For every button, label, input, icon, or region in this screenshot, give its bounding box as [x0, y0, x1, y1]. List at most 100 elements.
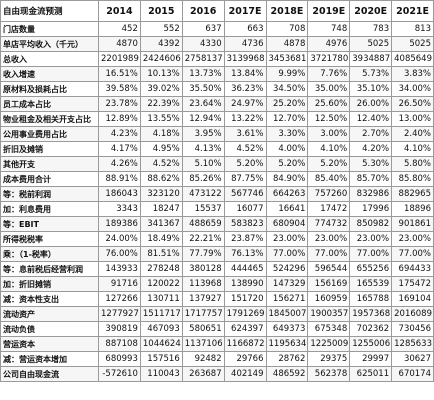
- cell: 189386: [98, 216, 141, 232]
- cell: 12.50%: [307, 111, 351, 127]
- cell: 3.83%: [391, 66, 434, 82]
- row-label: 原材料及损耗占比: [0, 81, 99, 97]
- cell: 1195634: [265, 336, 309, 352]
- cell: 813: [391, 21, 434, 37]
- cell: 680993: [98, 351, 141, 367]
- cell: 380128: [181, 261, 225, 277]
- cell: 3.61%: [223, 126, 267, 142]
- row-label: 成本费用合计: [0, 171, 99, 187]
- cell: 4736: [223, 36, 267, 52]
- cell: 18247: [139, 201, 183, 217]
- cell: 186043: [98, 186, 141, 202]
- cell: 76.00%: [98, 246, 141, 262]
- cell: 10.13%: [139, 66, 183, 82]
- cell: 137927: [181, 291, 225, 307]
- cash-flow-table: 自由现金流预测 2014 2015 2016 2017E 2018E 2019E 2020E…: [0, 0, 434, 382]
- cell: 87.75%: [223, 171, 267, 187]
- cell: 88.62%: [139, 171, 183, 187]
- cell: 29766: [223, 351, 267, 367]
- table-row: 门店数量 452 552 637 663 708 748 783 813: [0, 21, 434, 37]
- cell: 4.10%: [391, 141, 434, 157]
- table-row: 乘：（1-税率） 76.00% 81.51% 77.79% 76.13% 77.00% 77…: [0, 246, 434, 262]
- cell: 127266: [98, 291, 141, 307]
- cell: 444465: [223, 261, 267, 277]
- cell: 24.00%: [98, 231, 141, 247]
- cell: 77.00%: [307, 246, 351, 262]
- cell: 5025: [349, 36, 393, 52]
- cell: 562378: [307, 366, 351, 382]
- table-row: 营运资本 887108 1044624 1137106 1166872 1195634 12…: [0, 336, 434, 352]
- cell: 2.70%: [349, 126, 393, 142]
- cell: 4.20%: [349, 141, 393, 157]
- column-header: 2014: [98, 0, 141, 22]
- row-label: 流动负债: [0, 321, 99, 337]
- column-header: 2019E: [307, 0, 351, 22]
- cell: 77.79%: [181, 246, 225, 262]
- cell: 580651: [181, 321, 225, 337]
- cell: 23.00%: [349, 231, 393, 247]
- table-title: 自由现金流预测: [0, 0, 99, 22]
- cell: 675348: [307, 321, 351, 337]
- cell: 278248: [139, 261, 183, 277]
- cell: 35.10%: [349, 81, 393, 97]
- table-row: 成本费用合计 88.91% 88.62% 85.26% 87.75% 84.90% 85.4…: [0, 171, 434, 187]
- cell: 25.20%: [265, 96, 309, 112]
- cell: 12.40%: [349, 111, 393, 127]
- row-label: 加：利息费用: [0, 201, 99, 217]
- cell: 165788: [349, 291, 393, 307]
- cell: 156169: [307, 276, 351, 292]
- table-row: 减：营运资本增加 680993 157516 92482 29766 28762 29375…: [0, 351, 434, 367]
- cell: 13.22%: [223, 111, 267, 127]
- row-label: 公用事业费用占比: [0, 126, 99, 142]
- row-label: 减：资本性支出: [0, 291, 99, 307]
- cell: 680904: [265, 216, 309, 232]
- row-label: 其他开支: [0, 156, 99, 172]
- cell: 524296: [265, 261, 309, 277]
- cell: 774732: [307, 216, 351, 232]
- row-label: 总收入: [0, 51, 99, 67]
- row-label: 所得税税率: [0, 231, 99, 247]
- cell: 5.73%: [349, 66, 393, 82]
- cell: 5.20%: [223, 156, 267, 172]
- cell: 13.55%: [139, 111, 183, 127]
- cell: 36.23%: [223, 81, 267, 97]
- table-row: 原材料及损耗占比 39.58% 39.02% 35.50% 36.23% 34.50% 35…: [0, 81, 434, 97]
- cell: 13.00%: [391, 111, 434, 127]
- table-row: 员工成本占比 23.78% 22.39% 23.64% 24.97% 25.20% 25.6…: [0, 96, 434, 112]
- cell: 452: [98, 21, 141, 37]
- cell: 4.52%: [139, 156, 183, 172]
- table-row: 公用事业费用占比 4.23% 4.18% 3.95% 3.61% 3.30% 3.00% 2.…: [0, 126, 434, 142]
- cell: 5.20%: [307, 156, 351, 172]
- table-row: 减：资本性支出 127266 130711 137927 151720 156271 160…: [0, 291, 434, 307]
- table-row: 总收入 2201989 2424606 2758137 3139968 3453681 37…: [0, 51, 434, 67]
- cell: 850982: [349, 216, 393, 232]
- cell: 3139968: [223, 51, 267, 67]
- cell: 85.70%: [349, 171, 393, 187]
- cell: 637: [181, 21, 225, 37]
- cell: 1285633: [391, 336, 434, 352]
- cell: 30627: [391, 351, 434, 367]
- cell: 4.18%: [139, 126, 183, 142]
- cell: 3934887: [349, 51, 393, 67]
- cell: 670174: [391, 366, 434, 382]
- cell: 1044624: [139, 336, 183, 352]
- cell: 25.60%: [307, 96, 351, 112]
- cell: 655256: [349, 261, 393, 277]
- cell: 887108: [98, 336, 141, 352]
- cell: 22.21%: [181, 231, 225, 247]
- table-row: 其他开支 4.26% 4.52% 5.10% 5.20% 5.20% 5.20% 5.30% 5…: [0, 156, 434, 172]
- cell: 143933: [98, 261, 141, 277]
- cell: 1166872: [223, 336, 267, 352]
- cell: 39.58%: [98, 81, 141, 97]
- cell: 17472: [307, 201, 351, 217]
- cell: 120022: [139, 276, 183, 292]
- cell: 5.80%: [391, 156, 434, 172]
- row-label: 流动资产: [0, 306, 99, 322]
- cell: 91716: [98, 276, 141, 292]
- cell: 4330: [181, 36, 225, 52]
- cell: 832986: [349, 186, 393, 202]
- cell: 567746: [223, 186, 267, 202]
- column-header: 2015: [139, 0, 183, 22]
- cell: 390819: [98, 321, 141, 337]
